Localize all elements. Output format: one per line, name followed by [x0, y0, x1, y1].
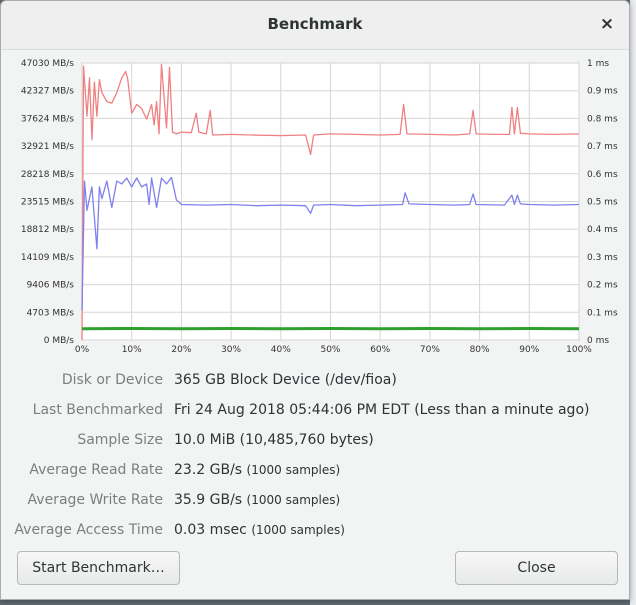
- x-tick-label: 20%: [171, 345, 191, 355]
- y-left-tick-label: 47030 MB/s: [21, 59, 74, 69]
- x-tick-label: 50%: [320, 345, 340, 355]
- write-rate-value: 35.9 GB/s (1000 samples): [174, 492, 340, 508]
- x-tick-label: 0%: [75, 345, 90, 355]
- last-benchmarked-label: Last Benchmarked: [32, 402, 163, 418]
- y-right-tick-label: 0.9 ms: [587, 87, 618, 97]
- y-right-tick-label: 0.1 ms: [587, 308, 618, 318]
- y-left-tick-label: 23515 MB/s: [21, 198, 74, 208]
- write-rate-label: Average Write Rate: [27, 492, 163, 508]
- read-rate-row: Average Read Rate 23.2 GB/s (1000 sample…: [1, 460, 629, 482]
- y-right-tick-label: 0.8 ms: [587, 114, 618, 124]
- read-rate-label: Average Read Rate: [29, 462, 163, 478]
- x-tick-label: 100%: [566, 345, 592, 355]
- access-time-label: Average Access Time: [14, 522, 163, 538]
- benchmark-chart-svg: 47030 MB/s 1 ms 42327 MB/s 0.9 ms 37624 MB/s…: [21, 59, 618, 355]
- series-line-1: [81, 63, 580, 341]
- x-tick-label: 60%: [370, 345, 390, 355]
- close-button[interactable]: Close: [455, 551, 618, 585]
- series-line-2: [81, 176, 580, 311]
- x-tick-label: 40%: [271, 345, 291, 355]
- sample-size-value: 10.0 MiB (10,485,760 bytes): [174, 432, 374, 448]
- y-right-tick-label: 0.7 ms: [587, 142, 618, 152]
- access-time-samples: (1000 samples): [251, 523, 345, 537]
- y-left-tick-label: 18812 MB/s: [21, 225, 74, 235]
- y-left-tick-label: 28218 MB/s: [21, 170, 74, 180]
- x-tick-label: 90%: [519, 345, 539, 355]
- x-tick-label: 80%: [470, 345, 490, 355]
- y-left-tick-label: 32921 MB/s: [21, 142, 74, 152]
- device-label: Disk or Device: [61, 372, 163, 388]
- y-right-tick-label: 0.2 ms: [587, 281, 618, 291]
- access-time-value: 0.03 msec (1000 samples): [174, 522, 345, 538]
- x-tick-label: 30%: [221, 345, 241, 355]
- x-tick-label: 70%: [420, 345, 440, 355]
- start-benchmark-button[interactable]: Start Benchmark…: [17, 551, 180, 585]
- dialog-title: Benchmark: [267, 15, 363, 33]
- y-right-tick-label: 1 ms: [587, 59, 609, 69]
- write-rate-number: 35.9 GB/s: [174, 492, 243, 508]
- y-right-tick-label: 0.3 ms: [587, 253, 618, 263]
- benchmark-chart: 47030 MB/s 1 ms 42327 MB/s 0.9 ms 37624 MB/s…: [1, 50, 629, 360]
- y-right-tick-label: 0.4 ms: [587, 225, 618, 235]
- sample-size-label: Sample Size: [77, 432, 163, 448]
- y-left-tick-label: 42327 MB/s: [21, 87, 74, 97]
- write-rate-samples: (1000 samples): [246, 493, 341, 507]
- sample-size-row: Sample Size 10.0 MiB (10,485,760 bytes): [1, 430, 629, 452]
- y-left-tick-label: 4703 MB/s: [27, 308, 75, 318]
- access-time-number: 0.03 msec: [174, 522, 247, 538]
- x-tick-label: 10%: [122, 345, 142, 355]
- read-rate-value: 23.2 GB/s (1000 samples): [174, 462, 340, 478]
- read-rate-samples: (1000 samples): [246, 463, 341, 477]
- y-right-tick-label: 0.5 ms: [587, 198, 618, 208]
- access-time-row: Average Access Time 0.03 msec (1000 samp…: [1, 520, 629, 542]
- last-benchmarked-row: Last Benchmarked Fri 24 Aug 2018 05:44:0…: [1, 400, 629, 422]
- device-row: Disk or Device 365 GB Block Device (/dev…: [1, 370, 629, 392]
- y-left-tick-label: 9406 MB/s: [27, 281, 75, 291]
- y-right-tick-label: 0.6 ms: [587, 170, 618, 180]
- y-right-tick-label: 0 ms: [587, 336, 609, 346]
- device-value: 365 GB Block Device (/dev/fioa): [174, 372, 397, 388]
- y-left-tick-label: 14109 MB/s: [21, 253, 74, 263]
- close-window-button[interactable]: ×: [599, 14, 615, 34]
- background-window-strip: [630, 0, 636, 605]
- y-left-tick-label: 37624 MB/s: [21, 114, 74, 124]
- write-rate-row: Average Write Rate 35.9 GB/s (1000 sampl…: [1, 490, 629, 512]
- title-bar: Benchmark ×: [1, 1, 629, 50]
- y-left-tick-label: 0 MB/s: [44, 336, 75, 346]
- read-rate-number: 23.2 GB/s: [174, 462, 243, 478]
- last-benchmarked-value: Fri 24 Aug 2018 05:44:06 PM EDT (Less th…: [174, 402, 590, 418]
